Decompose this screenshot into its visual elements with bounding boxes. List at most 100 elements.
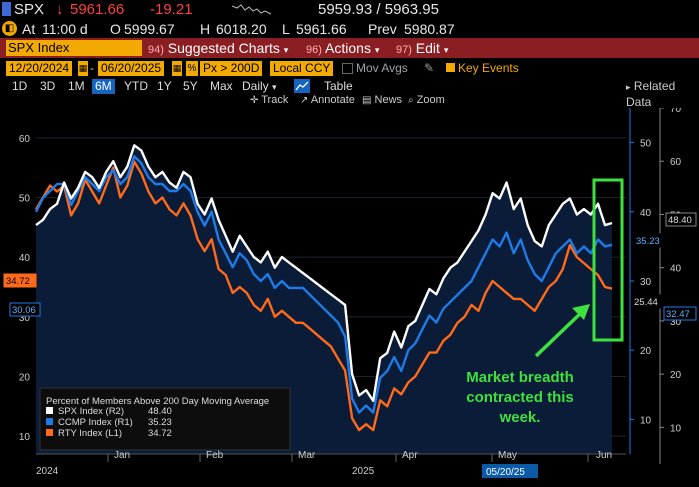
caret-right-icon: ▸ [626,82,631,92]
right-axis-r2: 10203040506070 [659,108,682,464]
left-tick-label: 60 [19,134,31,145]
r2-other-label: 32.47 [666,309,690,320]
quote-change: -19.21 [150,1,193,18]
quote-header: SPX ↓ 5961.66 -19.21 5959.93 / 5963.95 [0,0,699,20]
r1-ccmp-label-box [633,233,663,248]
quote-time: 11:00 d [42,21,88,37]
x-tick-label: Mar [298,450,316,461]
calendar-icon[interactable]: ▦ [172,61,182,76]
edit-menu[interactable]: 97) Edit ▾ [396,40,448,56]
r2-tick-label: 20 [670,370,682,381]
period-1y[interactable]: 1Y [157,79,172,93]
quote-open: 5999.67 [124,21,175,37]
menu-number: 97) [396,44,412,56]
security-color-marker [2,2,11,16]
legend-swatch [46,429,53,436]
date-separator: - [90,61,94,75]
related-data-button[interactable]: ▸ Related Data [626,79,699,110]
r2-other-label-box [663,306,697,321]
pencil-icon[interactable]: ✎ [424,61,435,75]
annotate-tool[interactable]: ↗ Annotate [300,94,355,106]
security-input[interactable]: SPX Index [6,40,142,56]
x-tick-label: May [498,450,517,461]
actions-menu[interactable]: 96) Actions ▾ [306,40,379,56]
news-icon: ▤ [362,95,372,106]
sparkline-icon [232,4,272,15]
news-tool[interactable]: ▤ News [362,94,402,106]
quote-low-label: L [282,21,290,37]
caret-down-icon: ▾ [374,45,380,55]
arrow-shaft [534,308,586,358]
news-label: News [374,94,403,106]
legend-title: Percent of Members Above 200 Day Moving … [46,396,269,407]
start-date-input[interactable]: 12/20/2024 [6,61,73,76]
legend-value: 35.23 [148,417,172,428]
r1-tick-label: 30 [640,277,652,288]
quote-high-label: H [200,21,211,37]
calendar-icon[interactable]: ▦ [78,61,88,76]
period-5y[interactable]: 5Y [183,79,198,93]
left-other-label-box [9,302,41,317]
x-tick-label: 2024 [36,466,59,477]
period-1d[interactable]: 1D [12,79,28,93]
r1-other-label: 25.44 [634,297,658,308]
left-tick-label: 30 [19,313,31,324]
crosshair-icon: ✛ [250,95,259,106]
realtime-icon: ◧ [2,21,17,36]
mov-avgs-checkbox[interactable] [342,63,353,74]
period-max[interactable]: Max [210,79,233,93]
r1-ccmp-label: 35.23 [636,236,660,247]
frequency-label: Daily [242,79,269,93]
quote-last-price: 5961.66 [70,1,125,18]
caret-down-icon: ▾ [443,45,449,55]
quote-at-label: At [22,21,36,37]
end-date-label: 05/20/25 [486,467,525,478]
legend-name: RTY Index (L1) [58,428,122,439]
end-date-input[interactable]: 06/20/2025 [98,61,165,76]
annotation: Market breadth contracted this week. [466,178,624,426]
quote-detail: ◧ At 11:00 d O 5999.67 H 6018.20 L 5961.… [0,20,699,38]
r2-spx-label: 48.40 [668,215,692,226]
period-3d[interactable]: 3D [40,79,56,93]
suggested-charts-menu[interactable]: 94) Suggested Charts ▾ [148,40,288,56]
legend-swatch [46,418,53,425]
legend-name: SPX Index (R2) [58,406,124,417]
annotation-line: week. [499,409,541,426]
chart-toolbar: ✛ Track ↗ Annotate ▤ News ⌕ Zoom [0,94,699,108]
track-label: Track [261,94,289,106]
r1-other-label-box [631,294,663,309]
period-1m[interactable]: 1M [68,79,85,93]
menu-label: Edit [415,40,440,56]
period-6m[interactable]: 6M [92,79,115,94]
end-date-marker [482,464,538,478]
annotation-text: Market breadth contracted this week. [466,369,574,426]
right-axis-r1: 10 20 30 40 50 [629,108,652,454]
related-data-label: Related Data [626,79,676,109]
legend-name: CCMP Index (R1) [58,417,133,428]
mov-avgs-label: Mov Avgs [356,61,408,75]
key-events-checkbox[interactable] [446,63,455,72]
zoom-tool[interactable]: ⌕ Zoom [408,94,445,106]
r2-tick-label: 40 [670,264,682,275]
left-tick-label: 50 [19,193,31,204]
legend-value: 34.72 [148,428,172,439]
menu-number: 94) [148,44,164,56]
legend-value: 48.40 [148,406,172,417]
r2-tick-label: 70 [670,108,682,115]
arrow-head [572,304,590,320]
field-select[interactable]: Px > 200D [200,61,263,76]
line-chart-icon[interactable] [294,79,310,93]
table-view-button[interactable]: Table [324,79,353,93]
chart-controls: 12/20/2024 ▦ - 06/20/2025 ▦ % Px > 200D … [0,60,699,77]
legend-box [39,387,291,451]
left-axis: 10 20 30 40 50 60 [19,134,31,443]
currency-select[interactable]: Local CCY [270,61,334,76]
left-tick-label: 20 [19,372,31,383]
track-tool[interactable]: ✛ Track [250,94,288,106]
frequency-select[interactable]: Daily ▾ [242,79,277,95]
x-axis: 2024 Jan Feb Mar 2025 Apr May Jun 05/20/25 [36,450,626,478]
down-arrow-icon: ↓ [56,1,64,18]
x-tick-label: 2025 [352,466,375,477]
period-ytd[interactable]: YTD [124,79,148,93]
r2-tick-label: 10 [670,423,682,434]
